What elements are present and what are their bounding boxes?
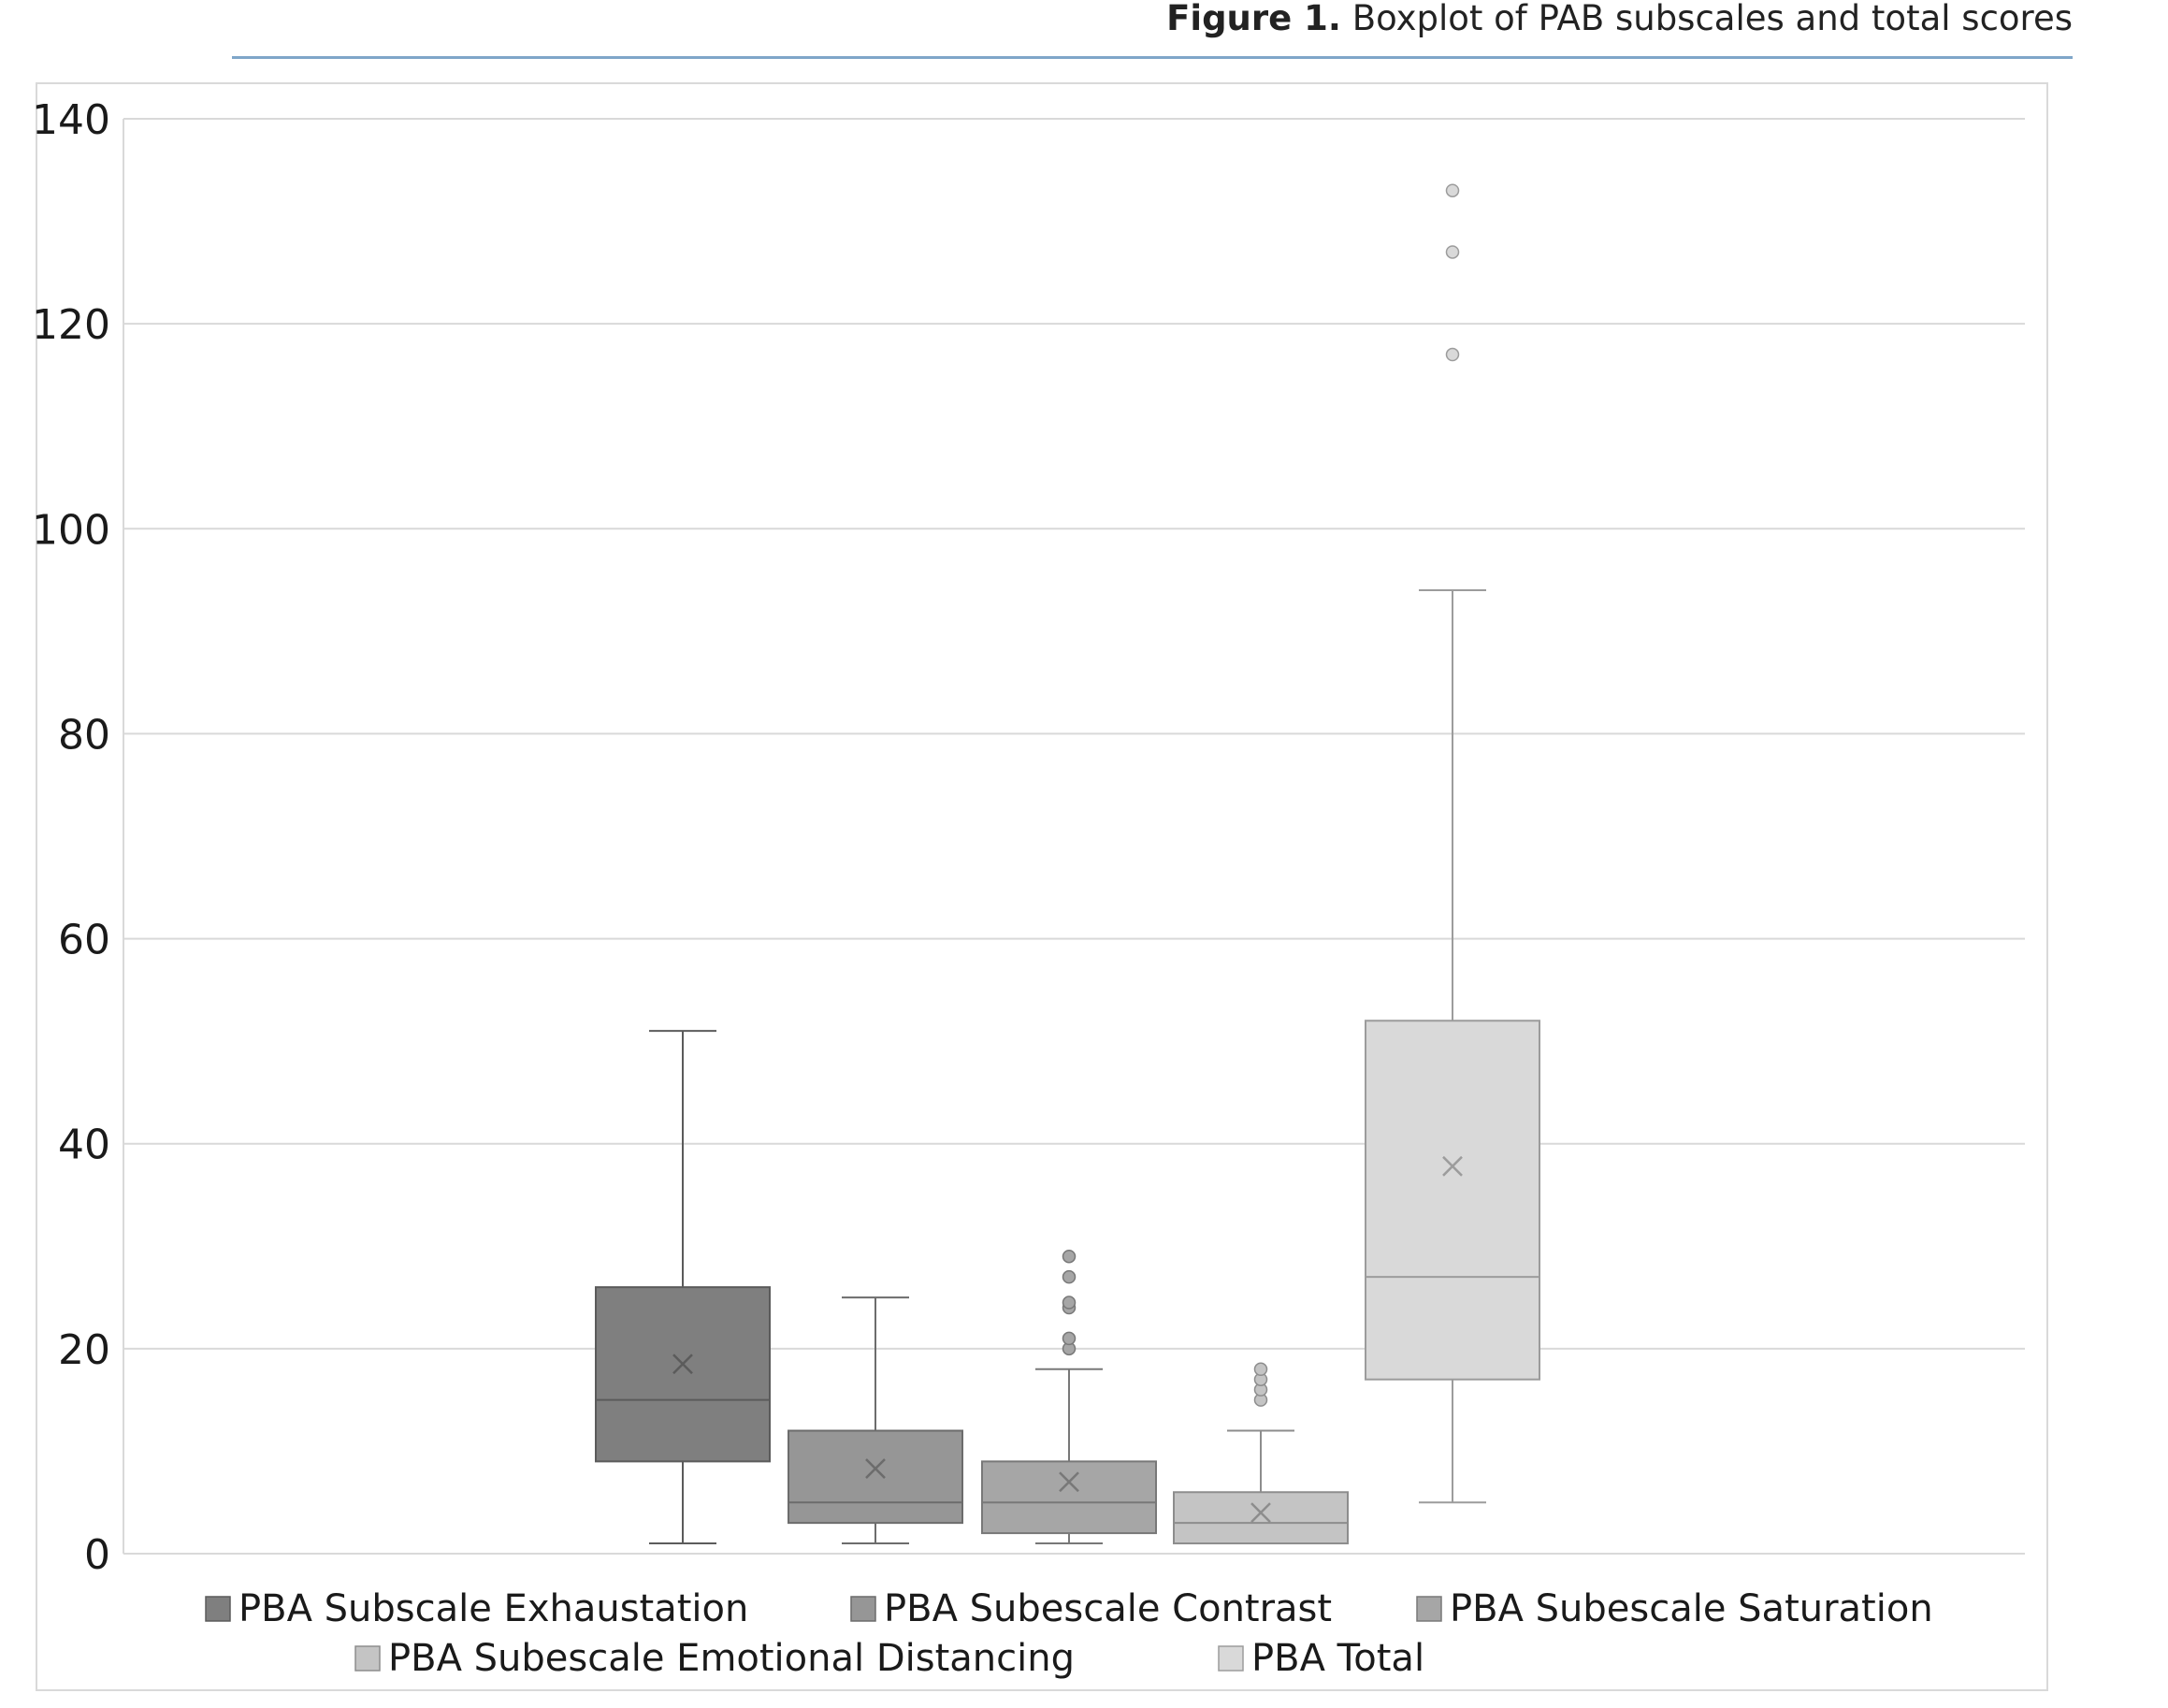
mean-marker: [865, 1458, 886, 1479]
y-tick-label: 100: [32, 506, 110, 554]
box-5: [1365, 1020, 1540, 1381]
outlier-point: [1062, 1295, 1077, 1310]
legend-label: PBA Total: [1251, 1637, 1424, 1680]
outlier-point: [1445, 245, 1460, 259]
box-2: [788, 1429, 963, 1525]
y-tick-label: 0: [84, 1531, 110, 1579]
outlier-point: [1445, 347, 1460, 362]
legend-label: PBA Subescale Contrast: [884, 1587, 1332, 1630]
legend-label: PBA Subescale Emotional Distancing: [388, 1637, 1075, 1680]
legend-swatch: [1218, 1645, 1244, 1672]
outlier-point: [1253, 1362, 1268, 1377]
legend-label: PBA Subscale Exhaustation: [238, 1587, 748, 1630]
figure-caption-text: Boxplot of PAB subscales and total score…: [1351, 0, 2073, 38]
box-3: [981, 1460, 1157, 1535]
y-tick-label: 140: [32, 96, 110, 144]
y-tick-label: 40: [58, 1122, 110, 1169]
legend-label: PBA Subescale Saturation: [1450, 1587, 1933, 1630]
figure-caption: Figure 1. Boxplot of PAB subscales and t…: [1166, 0, 2073, 37]
outlier-point: [1445, 183, 1460, 197]
outlier-point: [1062, 1269, 1077, 1284]
legend-swatch: [850, 1596, 876, 1622]
mean-marker: [1442, 1155, 1463, 1177]
mean-marker: [672, 1353, 693, 1375]
box-4: [1173, 1491, 1349, 1545]
y-tick-label: 20: [58, 1326, 110, 1374]
outlier-point: [1062, 1331, 1077, 1346]
caption-divider: [232, 56, 2073, 59]
figure-label: Figure 1.: [1166, 0, 1341, 38]
legend-swatch: [354, 1645, 381, 1672]
y-tick-label: 120: [32, 301, 110, 349]
legend-swatch: [1416, 1596, 1442, 1622]
chart-frame: [36, 82, 2048, 1691]
mean-marker: [1250, 1502, 1271, 1524]
legend-swatch: [205, 1596, 231, 1622]
box-1: [595, 1286, 771, 1463]
y-tick-label: 60: [58, 917, 110, 964]
outlier-point: [1062, 1249, 1077, 1264]
y-tick-label: 80: [58, 711, 110, 759]
mean-marker: [1059, 1471, 1079, 1493]
